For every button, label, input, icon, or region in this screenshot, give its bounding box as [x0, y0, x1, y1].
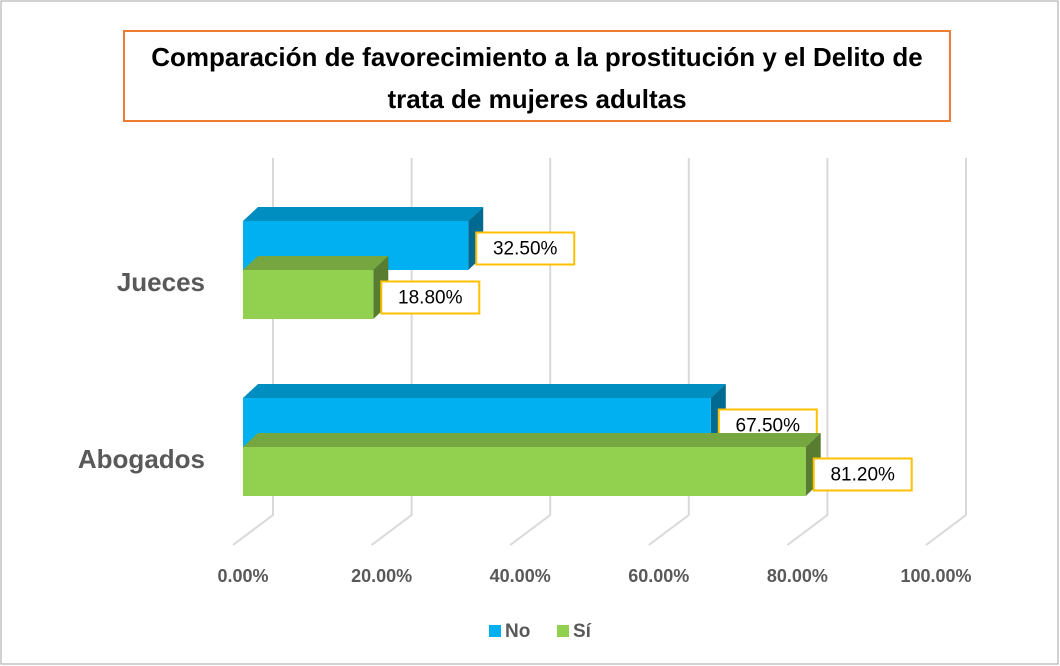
bar	[243, 270, 374, 319]
grid-line	[509, 158, 552, 546]
x-tick-label: 0.00%	[217, 566, 268, 586]
bar-top	[243, 433, 821, 447]
value-label-box	[380, 280, 481, 315]
value-label: 67.50%	[736, 416, 801, 437]
value-label: 81.20%	[830, 465, 895, 486]
value-label: 32.50%	[493, 239, 558, 260]
bar-top	[243, 384, 726, 398]
grid-line	[925, 158, 967, 546]
grid-line	[371, 158, 413, 546]
value-label-box	[475, 231, 576, 266]
category-label: Jueces	[117, 267, 205, 297]
x-tick-label: 80.00%	[767, 566, 828, 586]
x-tick-label: 40.00%	[490, 566, 551, 586]
grid-line	[648, 158, 690, 546]
x-tick-label: 20.00%	[351, 566, 412, 586]
legend-swatch	[489, 625, 501, 637]
bar	[243, 447, 806, 496]
x-tick-label: 100.00%	[900, 566, 971, 586]
legend-label: No	[505, 621, 530, 642]
bar-top	[243, 207, 484, 221]
x-tick-label: 60.00%	[628, 566, 689, 586]
category-label: Abogados	[78, 444, 205, 474]
grid-line	[786, 158, 829, 546]
legend-swatch	[557, 625, 569, 637]
bar-top	[243, 256, 389, 270]
value-label: 18.80%	[398, 288, 463, 309]
legend-label: Sí	[573, 621, 592, 642]
chart-title: Comparación de favorecimiento a la prost…	[123, 30, 951, 122]
value-label-box	[812, 457, 913, 492]
